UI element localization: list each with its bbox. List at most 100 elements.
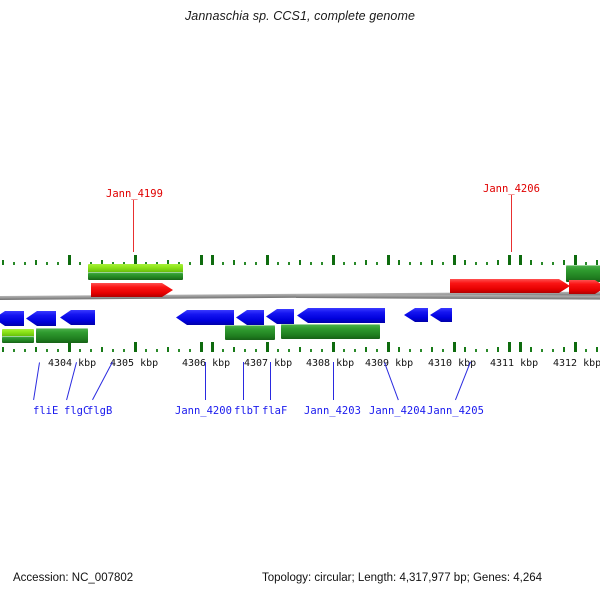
scale-tick (486, 262, 488, 265)
scale-tick (189, 349, 191, 352)
scale-tick (354, 349, 356, 352)
cds-feature[interactable] (281, 324, 380, 339)
axis-tick-label: 4305 kbp (110, 358, 159, 369)
scale-tick (365, 260, 367, 265)
scale-tick (431, 347, 433, 352)
scale-tick (574, 342, 577, 352)
status-bar: Accession: NC_007802 Topology: circular;… (0, 572, 600, 592)
scale-tick (211, 342, 214, 352)
scale-tick (79, 349, 81, 352)
scale-tick (167, 260, 169, 265)
scale-tick (596, 347, 598, 352)
scale-tick (464, 347, 466, 352)
scale-tick (134, 255, 137, 265)
scale-tick (343, 262, 345, 265)
scale-tick (442, 349, 444, 352)
scale-tick (530, 347, 532, 352)
gene-arrow-reverse[interactable] (0, 311, 24, 326)
gene-label-jann_4204[interactable]: Jann_4204 (369, 405, 426, 417)
genome-map[interactable]: 4304 kbp 4305 kbp 4306 kbp 4307 kbp 4308 kbp… (0, 0, 600, 560)
scale-tick (112, 349, 114, 352)
scale-tick (222, 349, 224, 352)
scale-tick (35, 347, 37, 352)
scale-tick (101, 347, 103, 352)
scale-tick (486, 349, 488, 352)
scale-tick (145, 349, 147, 352)
gene-label-jann_4200[interactable]: Jann_4200 (175, 405, 232, 417)
scale-tick (156, 349, 158, 352)
scale-ticks-top (0, 253, 600, 265)
gene-arrow-reverse[interactable] (430, 308, 452, 322)
scale-tick (68, 255, 71, 265)
cds-feature[interactable] (566, 265, 600, 282)
gene-label-flie[interactable]: fliE (33, 405, 59, 417)
gene-label-flaf[interactable]: flaF (262, 405, 288, 417)
axis-tick-label: 4310 kbp (428, 358, 477, 369)
gene-label-flgc[interactable]: flgC (64, 405, 90, 417)
scale-tick (244, 349, 246, 352)
gene-arrow-reverse[interactable] (60, 310, 95, 325)
scale-tick (332, 255, 335, 265)
scale-tick (123, 349, 125, 352)
axis-tick-label: 4309 kbp (365, 358, 414, 369)
scale-tick (90, 349, 92, 352)
scale-tick (310, 349, 312, 352)
cds-feature-bright[interactable] (88, 264, 183, 273)
scale-tick (178, 262, 180, 265)
gene-label-leader (133, 200, 135, 252)
scale-tick (112, 262, 114, 265)
scale-tick (497, 260, 499, 265)
gene-label-jann_4205[interactable]: Jann_4205 (427, 405, 484, 417)
scale-tick (585, 262, 587, 265)
scale-tick (46, 262, 48, 265)
cds-feature-bright[interactable] (2, 329, 34, 337)
cds-feature[interactable] (225, 325, 275, 340)
accession-text: Accession: NC_007802 (13, 572, 134, 584)
gene-arrow-reverse[interactable] (297, 308, 385, 323)
gene-arrow-reverse[interactable] (404, 308, 428, 322)
scale-tick (255, 349, 257, 352)
scale-tick (134, 342, 137, 352)
scale-tick (420, 262, 422, 265)
scale-tick (288, 262, 290, 265)
gene-arrow-reverse[interactable] (266, 309, 294, 324)
gene-label-jann_4203[interactable]: Jann_4203 (304, 405, 361, 417)
scale-tick (497, 347, 499, 352)
scale-tick (2, 347, 4, 352)
gene-label-leader (205, 362, 207, 400)
gene-label-jann_4199[interactable]: Jann_4199 (106, 188, 163, 200)
gene-arrow-reverse[interactable] (236, 310, 264, 325)
topology-text: Topology: circular; Length: 4,317,977 bp… (262, 572, 543, 584)
scale-tick (189, 262, 191, 265)
scale-tick (442, 262, 444, 265)
scale-tick (508, 255, 511, 265)
scale-tick (552, 349, 554, 352)
scale-tick (233, 260, 235, 265)
scale-tick (266, 255, 269, 265)
scale-tick (596, 260, 598, 265)
scale-tick (332, 342, 335, 352)
cds-feature[interactable] (36, 328, 88, 343)
scale-tick (233, 347, 235, 352)
scale-tick (387, 255, 390, 265)
scale-tick (321, 349, 323, 352)
gene-arrow-forward[interactable] (569, 280, 600, 294)
scale-tick (519, 342, 522, 352)
gene-label-jann_4206[interactable]: Jann_4206 (483, 183, 540, 195)
scale-tick (13, 349, 15, 352)
gene-arrow-reverse[interactable] (26, 311, 56, 326)
cds-feature[interactable] (2, 336, 34, 343)
scale-tick (387, 342, 390, 352)
gene-label-flbt[interactable]: flbT (234, 405, 260, 417)
gene-label-flgb[interactable]: flgB (87, 405, 113, 417)
gene-arrow-forward[interactable] (450, 279, 570, 293)
scale-tick (475, 349, 477, 352)
scale-tick (255, 262, 257, 265)
scale-tick (2, 260, 4, 265)
axis-tick-label: 4307 kbp (244, 358, 293, 369)
cds-feature[interactable] (88, 272, 183, 280)
scale-tick (24, 262, 26, 265)
gene-arrow-reverse[interactable] (176, 310, 234, 325)
scale-tick (13, 262, 15, 265)
gene-arrow-forward[interactable] (91, 283, 173, 297)
